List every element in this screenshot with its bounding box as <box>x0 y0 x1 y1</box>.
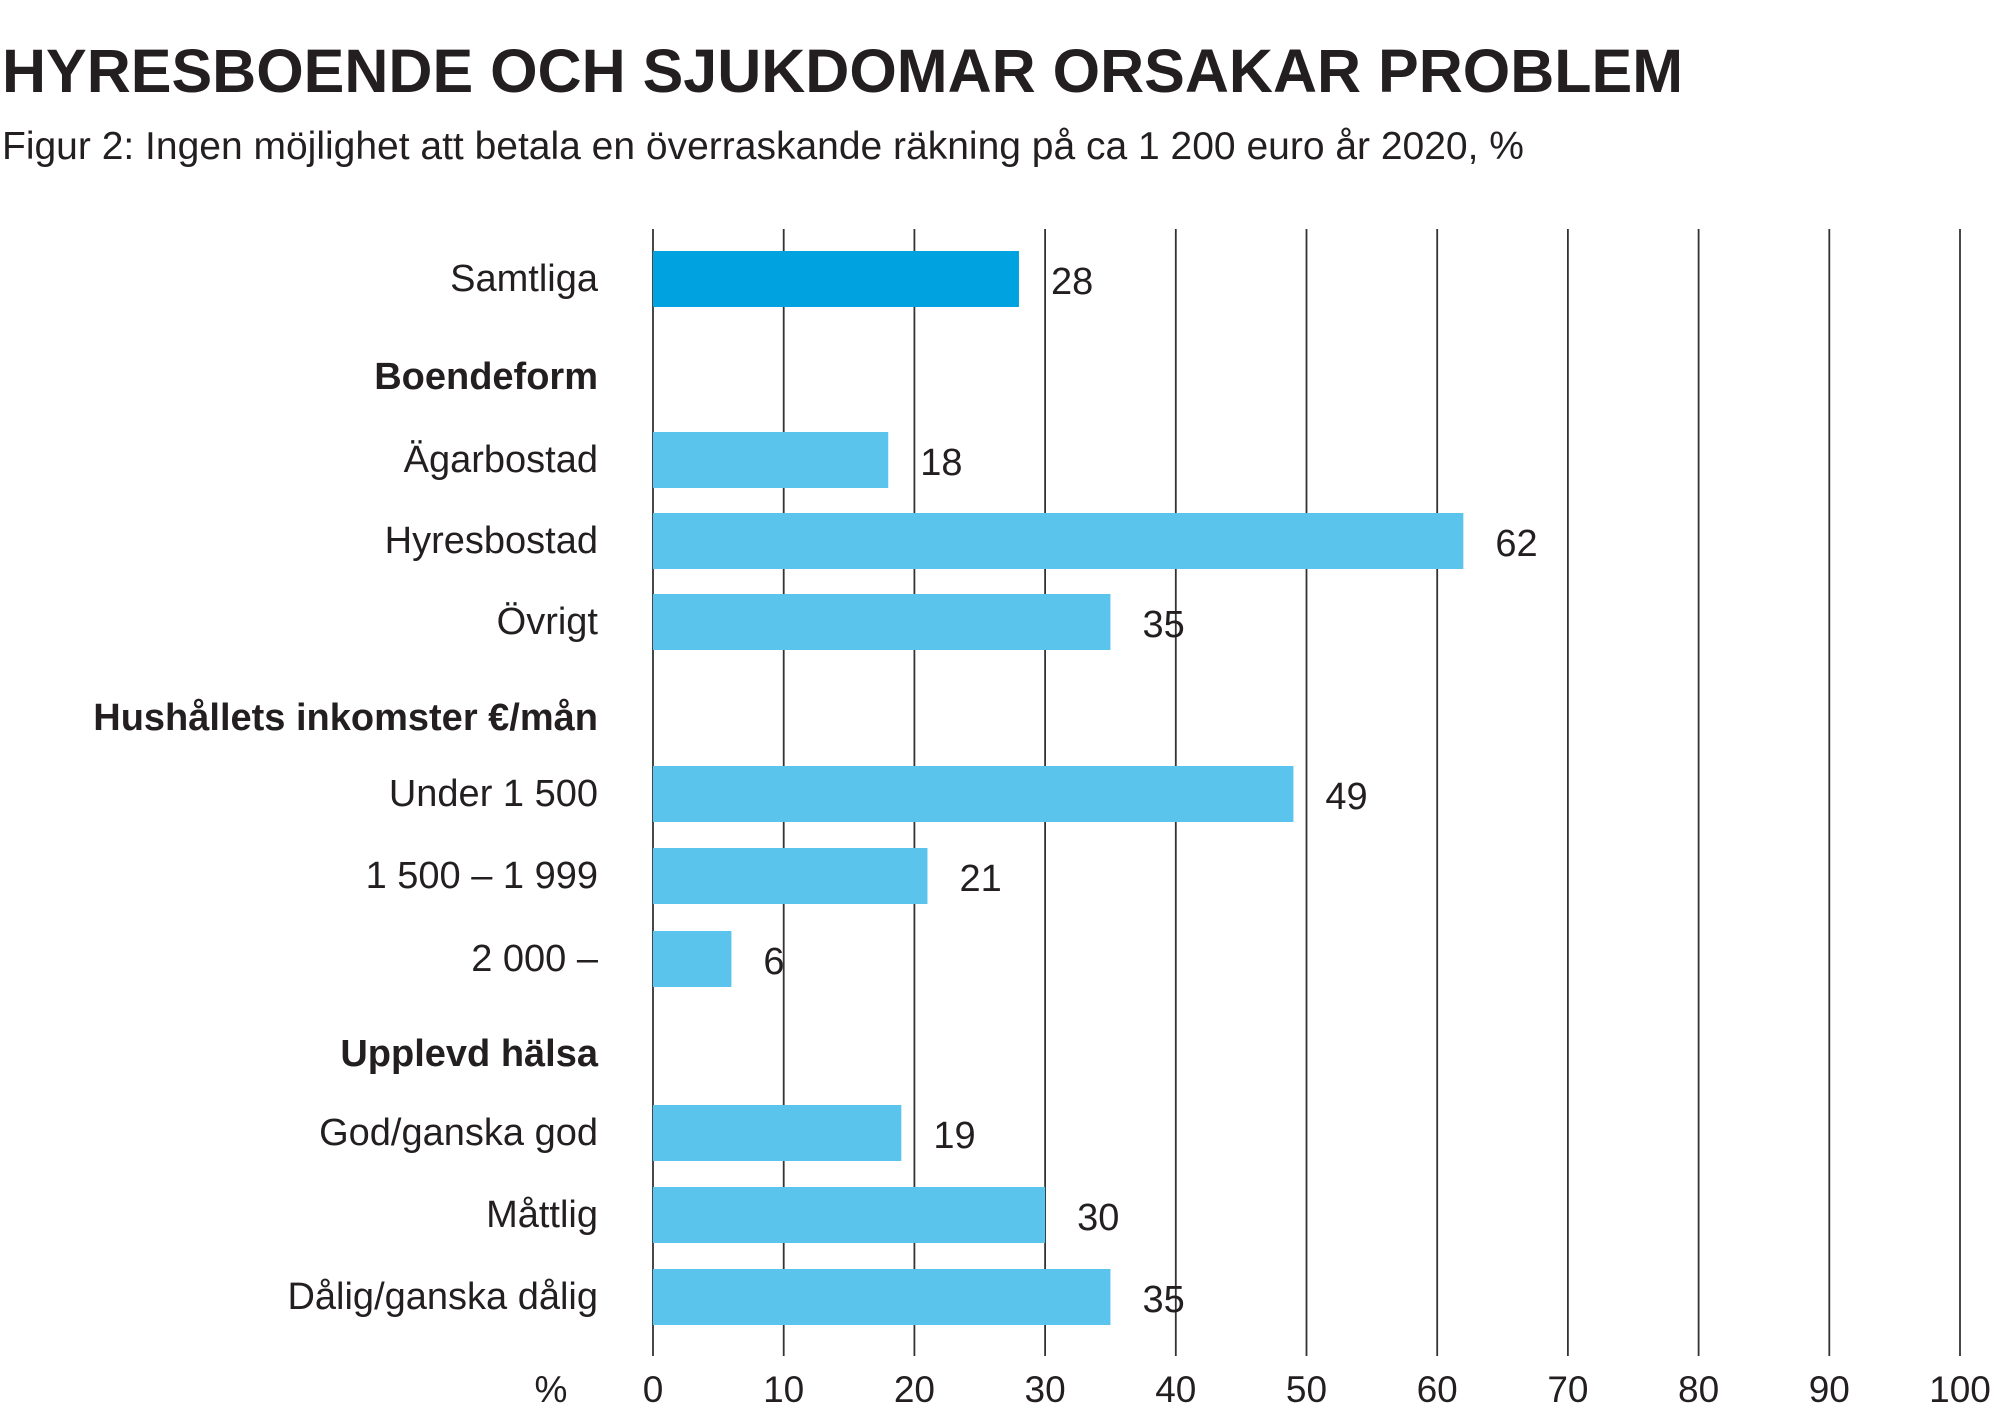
x-tick-label: 40 <box>1155 1369 1196 1410</box>
x-tick-label: 50 <box>1286 1369 1327 1410</box>
category-label: 1 500 – 1 999 <box>366 855 598 897</box>
category-label: Ägarbostad <box>404 439 598 481</box>
data-label: 35 <box>1142 604 1184 646</box>
bar <box>653 1105 902 1161</box>
bar <box>653 848 928 904</box>
x-tick-label: 10 <box>763 1369 804 1410</box>
x-tick-label: 80 <box>1678 1369 1719 1410</box>
category-label: Samtliga <box>450 258 599 300</box>
x-tick-label: 90 <box>1809 1369 1850 1410</box>
x-tick-label: 20 <box>894 1369 935 1410</box>
x-tick-label: 100 <box>1929 1369 1991 1410</box>
bar <box>653 594 1111 650</box>
category-label: God/ganska god <box>319 1112 598 1154</box>
bars <box>653 251 1464 1325</box>
data-label: 6 <box>763 941 784 983</box>
chart-subtitle: Figur 2: Ingen möjlighet att betala en ö… <box>2 125 1524 168</box>
bar <box>653 1187 1046 1243</box>
x-tick-label: 70 <box>1547 1369 1588 1410</box>
category-labels: Samtliga Boendeform Ägarbostad Hyresbostad Ö… <box>93 258 599 1318</box>
x-tick-label: 0 <box>643 1369 664 1410</box>
bar <box>653 1269 1111 1325</box>
value-labels: 28 18 62 35 49 21 6 19 30 35 <box>763 261 1537 1321</box>
category-label: Hyresbostad <box>385 520 598 562</box>
category-label: 2 000 – <box>471 938 599 980</box>
data-label: 35 <box>1142 1279 1184 1321</box>
x-axis-unit: % <box>535 1369 568 1410</box>
category-label: Övrigt <box>497 601 599 643</box>
x-tick-label: 30 <box>1025 1369 1066 1410</box>
data-label: 19 <box>933 1115 975 1157</box>
chart-title: HYRESBOENDE OCH SJUKDOMAR ORSAKAR PROBLE… <box>2 37 1683 105</box>
bar <box>653 432 889 488</box>
group-heading: Hushållets inkomster €/mån <box>93 697 598 739</box>
category-label: Måttlig <box>486 1194 598 1236</box>
data-label: 30 <box>1077 1197 1119 1239</box>
bar <box>653 766 1294 822</box>
x-axis: 0 10 20 30 40 50 60 70 80 90 100% <box>535 1369 1991 1410</box>
data-label: 18 <box>920 442 962 484</box>
bar <box>653 251 1019 307</box>
group-heading: Boendeform <box>374 356 598 398</box>
data-label: 28 <box>1051 261 1093 303</box>
x-tick-label: 60 <box>1417 1369 1458 1410</box>
group-heading: Upplevd hälsa <box>340 1033 598 1075</box>
bar <box>653 931 732 987</box>
data-label: 21 <box>959 858 1001 900</box>
category-label: Dålig/ganska dålig <box>287 1276 598 1318</box>
data-label: 62 <box>1495 523 1537 565</box>
data-label: 49 <box>1325 776 1367 818</box>
category-label: Under 1 500 <box>389 773 598 815</box>
bar <box>653 513 1464 569</box>
